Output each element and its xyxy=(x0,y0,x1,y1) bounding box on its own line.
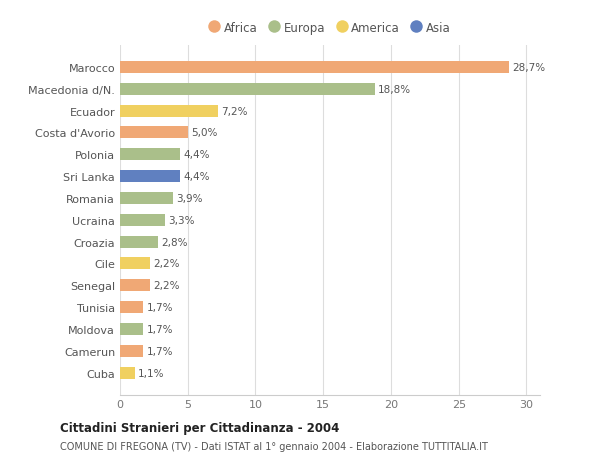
Bar xyxy=(120,106,218,118)
Bar xyxy=(120,214,165,226)
Text: COMUNE DI FREGONA (TV) - Dati ISTAT al 1° gennaio 2004 - Elaborazione TUTTITALIA: COMUNE DI FREGONA (TV) - Dati ISTAT al 1… xyxy=(60,441,488,451)
Text: 5,0%: 5,0% xyxy=(191,128,218,138)
Bar xyxy=(120,236,158,248)
Bar xyxy=(120,258,150,270)
Bar xyxy=(120,62,509,74)
Legend: Africa, Europa, America, Asia: Africa, Europa, America, Asia xyxy=(205,17,455,39)
Text: 4,4%: 4,4% xyxy=(183,150,209,160)
Text: 7,2%: 7,2% xyxy=(221,106,247,116)
Text: 2,2%: 2,2% xyxy=(153,281,179,291)
Bar xyxy=(120,149,179,161)
Text: 4,4%: 4,4% xyxy=(183,172,209,182)
Bar xyxy=(120,171,179,183)
Text: 3,3%: 3,3% xyxy=(168,215,194,225)
Text: 1,7%: 1,7% xyxy=(146,346,173,356)
Bar xyxy=(120,345,143,357)
Bar xyxy=(120,367,135,379)
Text: 2,2%: 2,2% xyxy=(153,259,179,269)
Text: 1,7%: 1,7% xyxy=(146,325,173,334)
Text: 2,8%: 2,8% xyxy=(161,237,188,247)
Bar xyxy=(120,127,188,139)
Text: Cittadini Stranieri per Cittadinanza - 2004: Cittadini Stranieri per Cittadinanza - 2… xyxy=(60,421,340,434)
Text: 1,1%: 1,1% xyxy=(138,368,165,378)
Bar xyxy=(120,84,375,95)
Text: 28,7%: 28,7% xyxy=(512,63,545,73)
Bar xyxy=(120,323,143,335)
Bar xyxy=(120,302,143,313)
Bar xyxy=(120,192,173,205)
Text: 3,9%: 3,9% xyxy=(176,194,203,203)
Bar xyxy=(120,280,150,292)
Text: 18,8%: 18,8% xyxy=(378,84,411,95)
Text: 1,7%: 1,7% xyxy=(146,302,173,313)
